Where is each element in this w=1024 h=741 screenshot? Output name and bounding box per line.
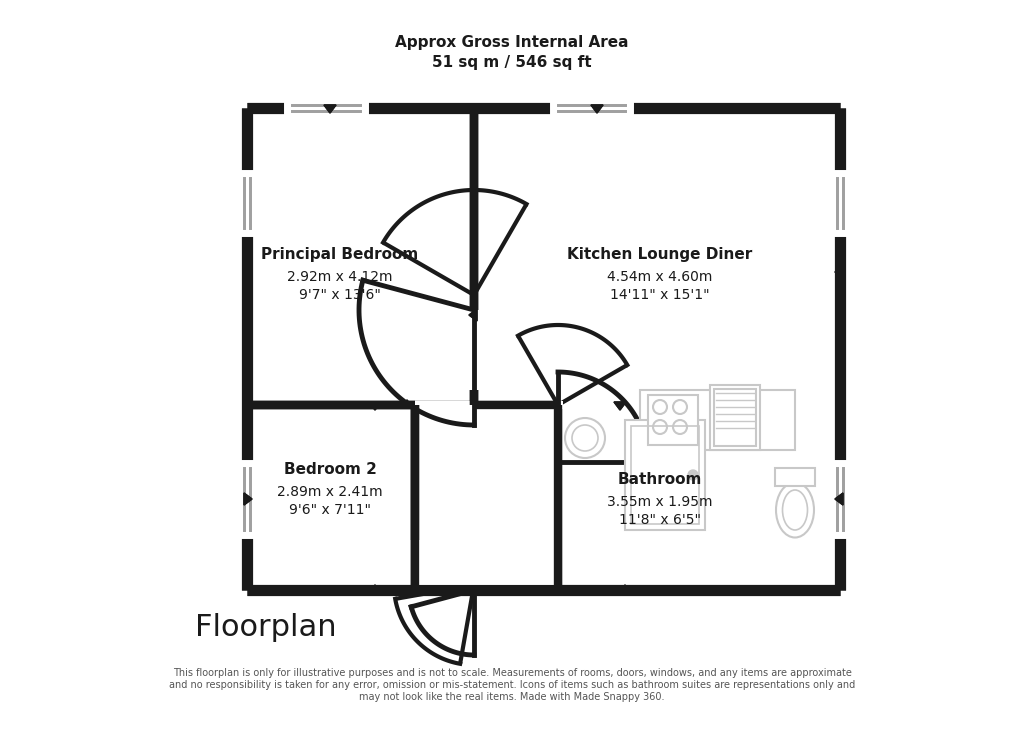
Text: 14'11" x 15'1": 14'11" x 15'1" — [610, 288, 710, 302]
Polygon shape — [401, 400, 413, 408]
Bar — [714, 389, 756, 446]
Polygon shape — [369, 402, 381, 410]
Polygon shape — [835, 266, 843, 278]
Bar — [625, 420, 705, 530]
Text: 2.92m x 4.12m: 2.92m x 4.12m — [288, 270, 393, 284]
Polygon shape — [835, 493, 843, 505]
Bar — [470, 108, 478, 409]
Bar — [710, 385, 760, 450]
Text: 3.55m x 1.95m: 3.55m x 1.95m — [607, 495, 713, 509]
Bar — [640, 390, 795, 450]
Polygon shape — [591, 105, 603, 113]
Circle shape — [688, 470, 698, 480]
Text: Bedroom 2: Bedroom 2 — [284, 462, 377, 477]
Polygon shape — [369, 402, 381, 410]
Polygon shape — [324, 105, 336, 113]
Text: Bathroom: Bathroom — [617, 473, 702, 488]
Bar — [648, 395, 698, 445]
Polygon shape — [618, 585, 631, 593]
Circle shape — [565, 418, 605, 458]
Bar — [415, 405, 520, 590]
Polygon shape — [591, 105, 603, 113]
Bar — [242, 401, 563, 409]
Text: 2.89m x 2.41m: 2.89m x 2.41m — [278, 485, 383, 499]
Polygon shape — [369, 585, 381, 593]
Text: 9'6" x 7'11": 9'6" x 7'11" — [289, 503, 371, 517]
Text: 11'8" x 6'5": 11'8" x 6'5" — [618, 513, 701, 527]
Polygon shape — [244, 493, 252, 505]
Bar — [415, 405, 558, 590]
Polygon shape — [244, 266, 252, 278]
Text: 51 sq m / 546 sq ft: 51 sq m / 546 sq ft — [432, 55, 592, 70]
Polygon shape — [618, 585, 631, 593]
Polygon shape — [244, 493, 252, 505]
Text: Principal Bedroom: Principal Bedroom — [261, 247, 419, 262]
Polygon shape — [835, 493, 843, 505]
Polygon shape — [614, 402, 626, 410]
Polygon shape — [614, 402, 626, 410]
Polygon shape — [369, 585, 381, 593]
Bar — [775, 468, 815, 486]
Bar — [468, 310, 480, 390]
Text: 9'7" x 13'6": 9'7" x 13'6" — [299, 288, 381, 302]
Text: Approx Gross Internal Area: Approx Gross Internal Area — [395, 35, 629, 50]
Text: Kitchen Lounge Diner: Kitchen Lounge Diner — [567, 247, 753, 262]
Polygon shape — [469, 309, 477, 321]
Polygon shape — [244, 266, 252, 278]
Ellipse shape — [776, 482, 814, 537]
Polygon shape — [324, 105, 336, 113]
Bar — [631, 426, 699, 524]
Text: Floorplan: Floorplan — [195, 614, 337, 642]
Polygon shape — [835, 266, 843, 278]
Text: This floorplan is only for illustrative purposes and is not to scale. Measuremen: This floorplan is only for illustrative … — [169, 668, 855, 702]
Polygon shape — [401, 400, 413, 408]
Polygon shape — [469, 309, 477, 321]
Text: 4.54m x 4.60m: 4.54m x 4.60m — [607, 270, 713, 284]
